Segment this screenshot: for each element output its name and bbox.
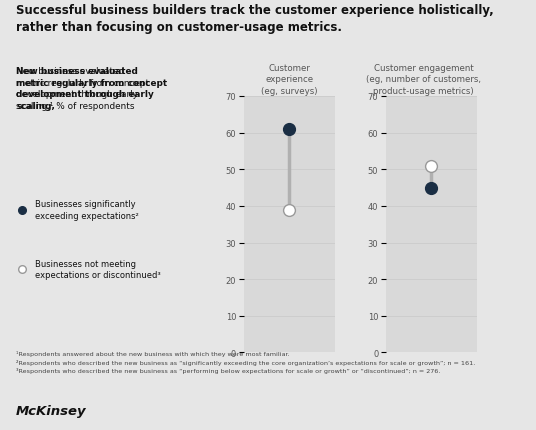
Text: Successful business builders track the customer experience holistically,
rather : Successful business builders track the c… [16, 4, 494, 34]
Text: McKinsey: McKinsey [16, 404, 87, 417]
Text: New business evaluated
metric regularly from concept
development through early
s: New business evaluated metric regularly … [16, 67, 149, 111]
Text: Customer
experience
(eg, surveys): Customer experience (eg, surveys) [261, 64, 318, 95]
Text: Businesses not meeting
expectations or discontinued³: Businesses not meeting expectations or d… [35, 259, 161, 280]
Text: Customer engagement
(eg, number of customers,
product-usage metrics): Customer engagement (eg, number of custo… [366, 64, 481, 95]
Text: ¹Respondents answered about the new business with which they were most familiar.: ¹Respondents answered about the new busi… [16, 350, 475, 373]
Text: New business evaluated
metric regularly from concept
development through early
s: New business evaluated metric regularly … [16, 67, 167, 111]
Text: Businesses significantly
exceeding expectations²: Businesses significantly exceeding expec… [35, 200, 139, 220]
